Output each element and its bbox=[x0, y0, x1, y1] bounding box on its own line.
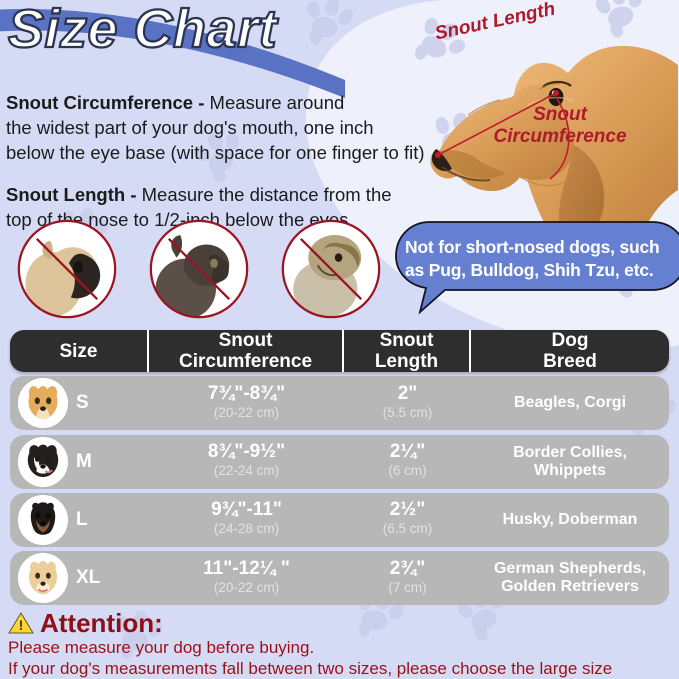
svg-text:!: ! bbox=[19, 617, 24, 633]
